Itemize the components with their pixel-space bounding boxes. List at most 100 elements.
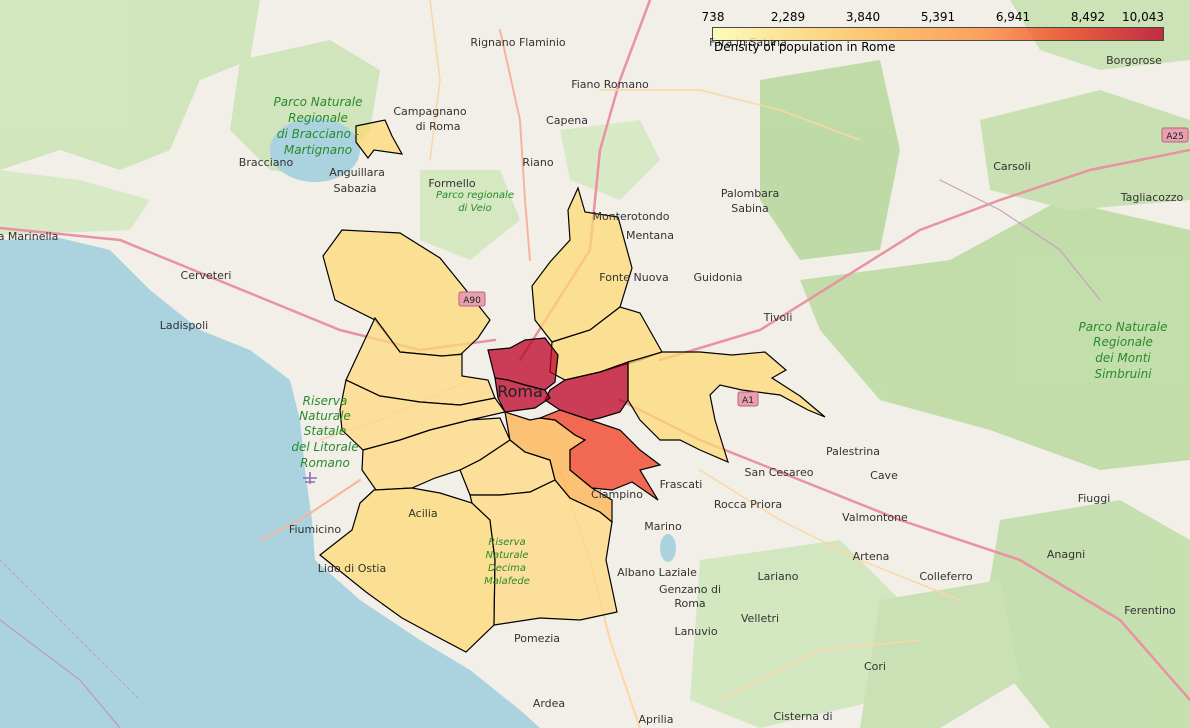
district-centro — [494, 377, 551, 413]
label-lariano: Lariano — [758, 570, 799, 583]
label-velletri: Velletri — [741, 612, 779, 625]
label-sancesareo: San Cesareo — [745, 466, 814, 479]
label-campagnano2: di Roma — [416, 120, 461, 133]
label-riano: Riano — [522, 156, 553, 169]
svg-text:Statale: Statale — [304, 424, 346, 438]
label-ferentino: Ferentino — [1124, 604, 1176, 617]
label-formello: Formello — [428, 177, 476, 190]
svg-text:Regionale: Regionale — [1093, 335, 1153, 349]
legend-tick-6: 10,043 — [1122, 10, 1164, 24]
label-roma: Roma — [497, 382, 543, 401]
label-lanuvio: Lanuvio — [674, 625, 717, 638]
district-east — [627, 351, 826, 464]
legend-caption: Density of population in Rome — [714, 40, 896, 54]
svg-text:Romano: Romano — [300, 456, 350, 470]
park-label-veio: Parco regionale di Veio — [436, 190, 514, 214]
label-fontenuova: Fonte Nuova — [599, 271, 668, 284]
legend-tick-4: 6,941 — [995, 10, 1031, 24]
label-tagliacozzo: Tagliacozzo — [1120, 191, 1184, 204]
label-pomezia: Pomezia — [514, 632, 560, 645]
svg-text:dei Monti: dei Monti — [1095, 351, 1151, 365]
district-south — [469, 479, 618, 626]
label-cerveteri: Cerveteri — [181, 269, 232, 282]
label-marinella: a Marinella — [0, 230, 58, 243]
svg-text:A25: A25 — [1166, 132, 1184, 142]
legend-tick-5: 8,492 — [1070, 10, 1106, 24]
label-ladispoli: Ladispoli — [160, 319, 208, 332]
choropleth-layer — [319, 119, 826, 653]
label-aprilia: Aprilia — [639, 713, 674, 726]
label-cave: Cave — [870, 469, 898, 482]
svg-text:A1: A1 — [742, 396, 754, 406]
label-artena: Artena — [853, 550, 890, 563]
svg-text:di Veio: di Veio — [458, 203, 492, 214]
label-tivoli: Tivoli — [763, 311, 793, 324]
label-anguillara: Anguillara — [329, 166, 385, 179]
airport-icon — [303, 472, 317, 484]
label-ardea: Ardea — [533, 697, 565, 710]
label-fiumicino: Fiumicino — [289, 523, 341, 536]
svg-text:Malafede: Malafede — [484, 576, 530, 587]
label-acilia: Acilia — [408, 507, 437, 520]
svg-text:Simbruini: Simbruini — [1094, 367, 1152, 381]
svg-text:Naturale: Naturale — [485, 550, 528, 561]
park-label-decima: Riserva Naturale Decima Malafede — [484, 537, 530, 587]
district-bracciano — [355, 119, 404, 159]
lake-bracciano — [270, 118, 360, 182]
svg-text:A90: A90 — [463, 296, 481, 306]
sea — [0, 238, 540, 728]
label-rignano: Rignano Flaminio — [470, 36, 566, 49]
label-palestrina: Palestrina — [826, 445, 880, 458]
legend-color-bar — [712, 27, 1164, 41]
label-carsoli: Carsoli — [993, 160, 1031, 173]
label-guidonia: Guidonia — [693, 271, 742, 284]
park-label-bracciano: Parco Naturale Regionale di Bracciano - … — [274, 95, 363, 157]
svg-text:Martignano: Martignano — [284, 143, 352, 157]
label-lido: Lido di Ostia — [318, 562, 386, 575]
road-shield-a1: A1 — [737, 391, 759, 407]
label-genzano: Genzano di — [659, 583, 721, 596]
label-fiano: Fiano Romano — [571, 78, 649, 91]
legend-tick-0: 738 — [701, 10, 725, 24]
label-sabazia: Sabazia — [333, 182, 376, 195]
label-palombara: Palombara — [721, 187, 779, 200]
svg-text:Regionale: Regionale — [288, 111, 348, 125]
label-sabina: Sabina — [731, 202, 768, 215]
svg-text:Parco regionale: Parco regionale — [436, 190, 514, 201]
svg-text:di Bracciano -: di Bracciano - — [277, 127, 359, 141]
label-ciampino: Ciampino — [591, 488, 643, 501]
svg-text:Riserva: Riserva — [488, 537, 525, 548]
color-legend: 738 2,289 3,840 5,391 6,941 8,492 10,043… — [702, 10, 1164, 54]
label-marino: Marino — [644, 520, 682, 533]
label-albano: Albano Laziale — [617, 566, 697, 579]
svg-text:Parco Naturale: Parco Naturale — [274, 95, 363, 109]
road-shield-a90: A90 — [458, 291, 486, 307]
svg-text:Naturale: Naturale — [299, 409, 351, 423]
label-genzano2: Roma — [674, 597, 705, 610]
label-borgorose: Borgorose — [1106, 54, 1162, 67]
svg-text:Decima: Decima — [488, 563, 526, 574]
label-campagnano: Campagnano — [393, 105, 467, 118]
park-label-litorale: Riserva Naturale Statale del Litorale Ro… — [291, 394, 358, 470]
road-shield-a25: A25 — [1161, 127, 1189, 143]
lake-albano — [660, 534, 676, 562]
place-labels: Rignano Flaminio Fara in Sabina Borgoros… — [0, 36, 1184, 726]
district-prenestino — [544, 361, 629, 421]
label-colleferro: Colleferro — [919, 570, 973, 583]
legend-tick-2: 3,840 — [845, 10, 881, 24]
label-roccapriora: Rocca Priora — [714, 498, 782, 511]
park-label-simbruini: Parco Naturale Regionale dei Monti Simbr… — [1079, 320, 1168, 381]
legend-tick-1: 2,289 — [770, 10, 806, 24]
label-capena: Capena — [546, 114, 588, 127]
label-frascati: Frascati — [660, 478, 703, 491]
svg-text:Parco Naturale: Parco Naturale — [1079, 320, 1168, 334]
legend-tick-3: 5,391 — [920, 10, 956, 24]
label-mentana: Mentana — [626, 229, 674, 242]
label-anagni: Anagni — [1047, 548, 1085, 561]
label-cori: Cori — [864, 660, 886, 673]
svg-text:Riserva: Riserva — [303, 394, 348, 408]
label-valmontone: Valmontone — [842, 511, 908, 524]
svg-text:del Litorale: del Litorale — [291, 440, 358, 454]
